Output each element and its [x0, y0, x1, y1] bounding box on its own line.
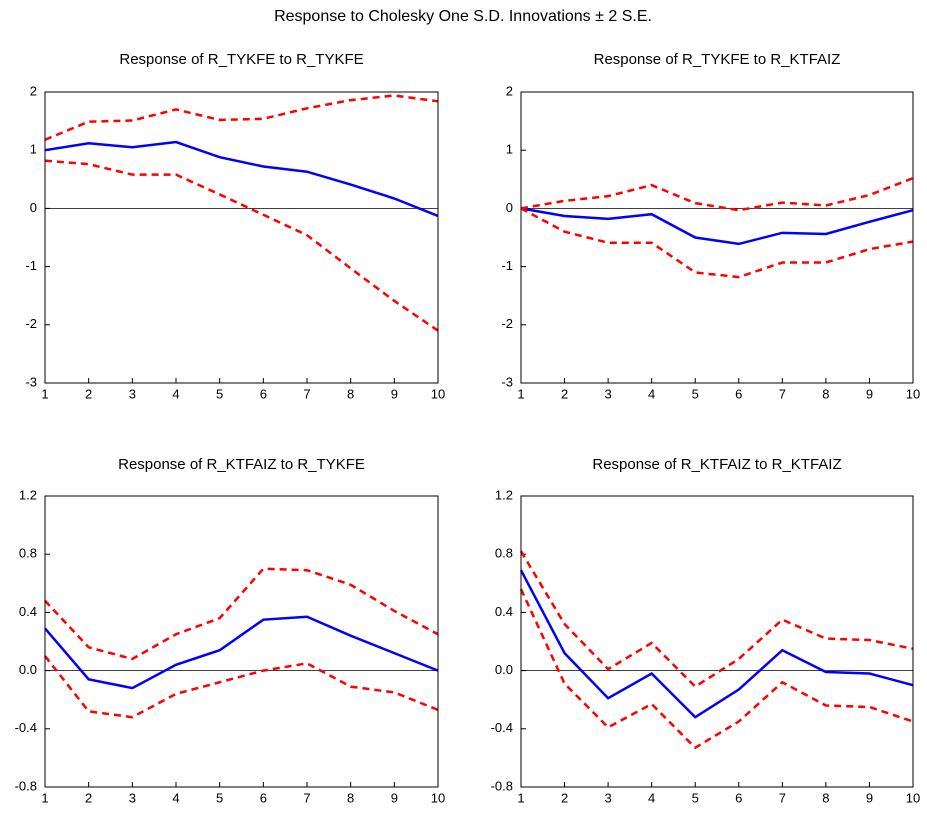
response-line — [519, 569, 914, 719]
y-tick-label: 0.4 — [19, 604, 37, 619]
y-tick-label: 2 — [30, 83, 37, 98]
plot-frame — [44, 495, 439, 788]
y-tick-label: 1.2 — [19, 487, 37, 502]
y-tick-label: -1 — [25, 258, 37, 273]
band-line — [44, 655, 439, 719]
x-tick-label: 10 — [906, 790, 920, 805]
figure-title: Response to Cholesky One S.D. Innovation… — [274, 8, 652, 25]
y-tick-label: 0.8 — [495, 546, 513, 561]
x-tick-label: 2 — [85, 790, 92, 805]
y-tick-label: 1.2 — [495, 487, 513, 502]
y-tick-label: -3 — [25, 374, 37, 389]
x-tick-label: 2 — [85, 386, 92, 401]
x-tick-label: 6 — [260, 386, 267, 401]
x-tick-label: 5 — [692, 386, 699, 401]
y-tick-label: -2 — [25, 316, 37, 331]
y-tick-label: 0 — [30, 200, 37, 215]
x-tick-label: 4 — [172, 790, 179, 805]
x-tick-label: 5 — [216, 386, 223, 401]
y-tick-label: 0.4 — [495, 604, 513, 619]
x-tick-label: 3 — [604, 386, 611, 401]
plot-frame — [44, 91, 439, 384]
x-tick-label: 7 — [779, 386, 786, 401]
subplot-title: Response of R_KTFAIZ to R_TYKFE — [118, 456, 365, 473]
y-tick-label: 2 — [506, 83, 513, 98]
x-tick-label: 3 — [129, 386, 136, 401]
y-tick-label: 0 — [506, 200, 513, 215]
subplot-title: Response of R_KTFAIZ to R_KTFAIZ — [592, 456, 841, 473]
plot-frame — [520, 91, 914, 384]
x-tick-label: 6 — [735, 386, 742, 401]
x-tick-label: 5 — [692, 790, 699, 805]
x-tick-label: 7 — [779, 790, 786, 805]
y-tick-label: -0.8 — [15, 778, 37, 793]
y-tick-label: -0.4 — [15, 720, 37, 735]
x-tick-label: 10 — [431, 386, 445, 401]
band-line — [44, 567, 439, 661]
y-tick-label: 0.0 — [495, 662, 513, 677]
x-tick-label: 3 — [129, 790, 136, 805]
x-tick-label: 1 — [41, 790, 48, 805]
x-tick-label: 10 — [906, 386, 920, 401]
x-tick-label: 4 — [648, 386, 655, 401]
x-tick-label: 2 — [561, 790, 568, 805]
x-tick-label: 1 — [517, 386, 524, 401]
y-tick-label: -3 — [501, 374, 513, 389]
x-tick-label: 8 — [347, 386, 354, 401]
x-tick-label: 8 — [347, 790, 354, 805]
x-tick-label: 8 — [822, 386, 829, 401]
y-tick-label: -0.8 — [491, 778, 513, 793]
x-tick-label: 4 — [648, 790, 655, 805]
y-tick-label: 0.8 — [19, 546, 37, 561]
x-tick-label: 9 — [866, 386, 873, 401]
band-line — [520, 207, 914, 279]
x-tick-label: 10 — [431, 790, 445, 805]
band-line — [519, 588, 914, 750]
x-tick-label: 1 — [41, 386, 48, 401]
x-tick-label: 2 — [561, 386, 568, 401]
y-tick-label: 1 — [30, 142, 37, 157]
y-tick-label: 0.0 — [19, 662, 37, 677]
plot-frame — [520, 495, 914, 788]
response-line — [520, 207, 914, 246]
x-tick-label: 8 — [822, 790, 829, 805]
subplot-title: Response of R_TYKFE to R_TYKFE — [119, 51, 363, 68]
x-tick-label: 3 — [604, 790, 611, 805]
x-tick-label: 5 — [216, 790, 223, 805]
x-tick-label: 7 — [303, 790, 310, 805]
y-tick-label: -0.4 — [491, 720, 513, 735]
y-tick-label: 1 — [506, 142, 513, 157]
subplot-title: Response of R_TYKFE to R_KTFAIZ — [594, 51, 841, 68]
y-tick-label: -1 — [501, 258, 513, 273]
y-tick-label: -2 — [501, 316, 513, 331]
band-line — [44, 159, 439, 332]
x-tick-label: 1 — [517, 790, 524, 805]
band-line — [519, 550, 914, 689]
x-tick-label: 4 — [172, 386, 179, 401]
response-line — [44, 615, 439, 690]
x-tick-label: 6 — [260, 790, 267, 805]
band-line — [520, 176, 914, 212]
band-line — [44, 94, 439, 141]
x-tick-label: 7 — [303, 386, 310, 401]
response-line — [44, 140, 439, 218]
x-tick-label: 9 — [391, 386, 398, 401]
x-tick-label: 9 — [391, 790, 398, 805]
x-tick-label: 9 — [866, 790, 873, 805]
x-tick-label: 6 — [735, 790, 742, 805]
